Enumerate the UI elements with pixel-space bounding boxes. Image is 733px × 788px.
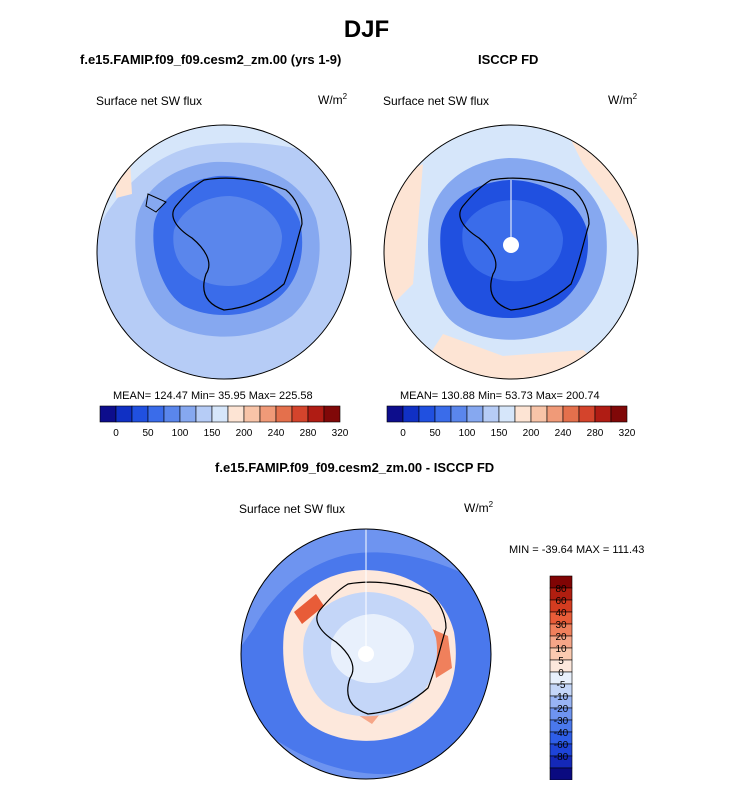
panel3-colorbar-tick-label: 60 [555, 596, 567, 607]
panel3-colorbar-tick-label: -80 [554, 752, 569, 763]
panel1-colorbar-box [307, 405, 325, 423]
panel1-stats: MEAN= 124.47 Min= 35.95 Max= 225.58 [113, 390, 313, 402]
panel1-colorbar-box [195, 405, 213, 423]
map-border [96, 124, 352, 380]
panel2-colorbar-box [562, 405, 580, 423]
panel3-units: W/m2 [464, 500, 494, 515]
polar-hole [503, 237, 519, 253]
panel2-colorbar-box [610, 405, 628, 423]
panel3-colorbar-tick-label: 10 [555, 644, 567, 655]
panel1-colorbar-tick-label: 280 [300, 428, 317, 439]
panel1-colorbar-tick-label: 0 [113, 428, 119, 439]
panel2-colorbar-box [546, 405, 564, 423]
panel2-colorbar-tick-label: 150 [491, 428, 508, 439]
panel2-colorbar-box [498, 405, 516, 423]
warm-patch [116, 160, 132, 198]
panel1-colorbar-box [323, 405, 341, 423]
ice-sheet-inner [330, 614, 414, 684]
panel1-colorbar-tick-label: 100 [172, 428, 189, 439]
panel2-colorbar-box [450, 405, 468, 423]
panel3-title: f.e15.FAMIP.f09_f09.cesm2_zm.00 - ISCCP … [215, 460, 495, 475]
panel1-colorbar-box [211, 405, 229, 423]
panel2-colorbar-tick-label: 280 [587, 428, 604, 439]
panel3-colorbar-tick-label: 40 [555, 608, 567, 619]
panel1-colorbar-box [131, 405, 149, 423]
panel3-colorbar-box [549, 767, 573, 780]
panel2-polar-map [383, 124, 639, 380]
panel2-colorbar-box [514, 405, 532, 423]
panel2-colorbar-box [578, 405, 596, 423]
panel3-colorbar-tick-label: -60 [554, 740, 569, 751]
antarctica-coastline [172, 177, 303, 311]
panel3-colorbar-tick-label: 30 [555, 620, 567, 631]
panel1-colorbar-box [179, 405, 197, 423]
panel2-colorbar-box [402, 405, 420, 423]
panel2-colorbar-box [386, 405, 404, 423]
panel1-polar-map [96, 124, 352, 380]
peninsula-outline [145, 193, 167, 213]
panel2-stats: MEAN= 130.88 Min= 53.73 Max= 200.74 [400, 390, 600, 402]
panel1-colorbar-box [99, 405, 117, 423]
panel1-variable-label: Surface net SW flux [96, 94, 203, 108]
panel1-colorbar-box [227, 405, 245, 423]
map-border [383, 124, 639, 380]
panel2-units: W/m2 [608, 92, 638, 107]
panel1-colorbar-tick-label: 200 [236, 428, 253, 439]
hotspot-peninsula [294, 594, 324, 624]
panel2-colorbar-tick-label: 100 [459, 428, 476, 439]
panel2-colorbar-box [418, 405, 436, 423]
panel3-colorbar-tick-label: 5 [558, 656, 564, 667]
antarctica-coastline [316, 581, 447, 715]
panel2-colorbar-tick-label: 50 [429, 428, 441, 439]
panel2-colorbar-tick-label: 0 [400, 428, 406, 439]
map-border [240, 528, 492, 780]
panel3-colorbar-tick-label: 20 [555, 632, 567, 643]
panel2-colorbar-box [530, 405, 548, 423]
panel2-variable-label: Surface net SW flux [383, 94, 490, 108]
panel2-colorbar-tick-label: 200 [523, 428, 540, 439]
panel1-colorbar-box [147, 405, 165, 423]
panel1-colorbar-tick-label: 150 [204, 428, 221, 439]
panel1-units: W/m2 [318, 92, 348, 107]
panel3-polar-map [240, 528, 492, 780]
panel3-colorbar-tick-label: -40 [554, 728, 569, 739]
panel2-colorbar-tick-label: 320 [619, 428, 636, 439]
outer-ring-north [241, 529, 491, 648]
panel3-colorbar-tick-label: -30 [554, 716, 569, 727]
panel1-colorbar-box [163, 405, 181, 423]
panel3-stats: MIN = -39.64 MAX = 111.43 [509, 544, 645, 556]
panel3-variable-label: Surface net SW flux [239, 502, 346, 516]
polar-hole [358, 646, 374, 662]
ice-sheet-inner [173, 196, 282, 286]
panel1-colorbar-box [275, 405, 293, 423]
panel2-title: ISCCP FD [478, 52, 539, 67]
main-title: DJF [343, 16, 390, 43]
panel1-colorbar-box [115, 405, 133, 423]
panel3-colorbar-tick-label: -20 [554, 704, 569, 715]
panel1-colorbar-box [259, 405, 277, 423]
antarctica-coastline [459, 177, 590, 311]
panel1-colorbar-tick-label: 240 [268, 428, 285, 439]
panel2-colorbar-box [466, 405, 484, 423]
panel3-colorbar-tick-label: -5 [557, 680, 566, 691]
panel2-colorbar-tick-label: 240 [555, 428, 572, 439]
panel1-colorbar-box [291, 405, 309, 423]
outer-ring-south [241, 698, 491, 779]
panel2-colorbar-box [482, 405, 500, 423]
panel2-colorbar-box [434, 405, 452, 423]
panel1-title: f.e15.FAMIP.f09_f09.cesm2_zm.00 (yrs 1-9… [80, 52, 342, 67]
panel2-colorbar-box [594, 405, 612, 423]
panel3-colorbar-tick-label: -10 [554, 692, 569, 703]
panel3-colorbar-tick-label: 80 [555, 584, 567, 595]
panel3-colorbar-tick-label: 0 [558, 668, 564, 679]
panel1-colorbar-box [243, 405, 261, 423]
outer-ring-north [97, 125, 351, 234]
panel1-colorbar: 0 50 100 150 200 240 280 320 [99, 405, 349, 439]
panel2-colorbar: 0 50 100 150 200 240 280 320 [386, 405, 636, 439]
panel1-colorbar-tick-label: 320 [332, 428, 349, 439]
panel1-colorbar-tick-label: 50 [142, 428, 154, 439]
